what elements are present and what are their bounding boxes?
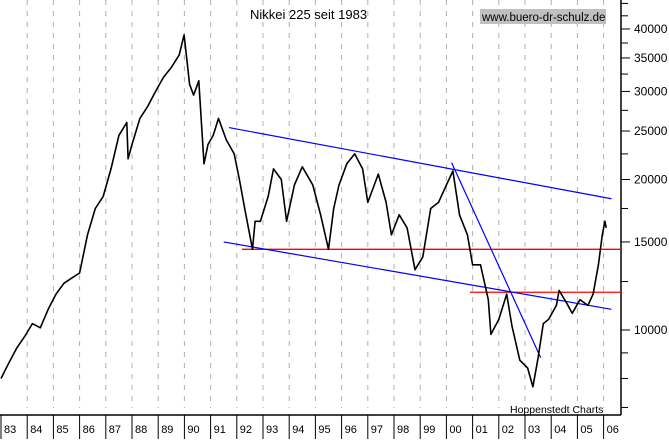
x-tick-label: 91	[214, 424, 226, 436]
x-tick-label: 92	[240, 424, 252, 436]
y-axis: 10000 15000 20000 25000 30000 35000 40000	[620, 0, 668, 415]
x-tick-label: 03	[528, 424, 540, 436]
x-tick-label: 97	[371, 424, 383, 436]
trendline	[228, 126, 612, 200]
watermark: www.buero-dr-schulz.de	[481, 12, 605, 24]
chart-title: Nikkei 225 seit 1983	[250, 7, 367, 22]
x-tick-label: 02	[502, 424, 514, 436]
y-tick-label: 35000	[634, 51, 668, 65]
x-tick-label: 00	[449, 424, 461, 436]
x-axis: 83 84 85 86 87 88 89 90 91 92 93 94 95 96 97 98 99 00 01 02…	[0, 414, 621, 439]
y-tick-label: 15000	[634, 235, 668, 249]
watermark-bg	[480, 9, 606, 24]
y-tick-label: 20000	[634, 172, 668, 186]
credit: Hoppenstedt Charts	[510, 404, 603, 416]
x-tick-label: 05	[580, 424, 592, 436]
x-tick-label: 96	[345, 424, 357, 436]
grid	[26, 0, 605, 408]
y-tick-label: 25000	[634, 124, 668, 138]
trendline	[223, 241, 612, 310]
x-tick-label: 98	[397, 424, 409, 436]
x-tick-label: 89	[161, 424, 173, 436]
x-tick-label: 84	[30, 424, 42, 436]
x-tick-label: 94	[292, 424, 304, 436]
x-tick-label: 88	[135, 424, 147, 436]
x-tick-label: 95	[318, 424, 330, 436]
x-tick-label: 04	[554, 424, 566, 436]
x-tick-label: 87	[109, 424, 121, 436]
trendline	[451, 162, 542, 359]
x-tick-label: 85	[56, 424, 68, 436]
x-tick-label: 90	[187, 424, 199, 436]
y-tick-label: 10000	[634, 323, 668, 337]
y-tick-label: 30000	[634, 84, 668, 98]
x-tick-label: 86	[83, 424, 95, 436]
y-tick-label: 40000	[634, 22, 668, 36]
trendlines	[223, 126, 621, 359]
x-tick-label: 83	[4, 424, 16, 436]
series-line	[0, 34, 607, 388]
x-tick-label: 93	[266, 424, 278, 436]
x-tick-label: 99	[423, 424, 435, 436]
x-tick-label: 06	[607, 424, 619, 436]
x-tick-label: 01	[476, 424, 488, 436]
